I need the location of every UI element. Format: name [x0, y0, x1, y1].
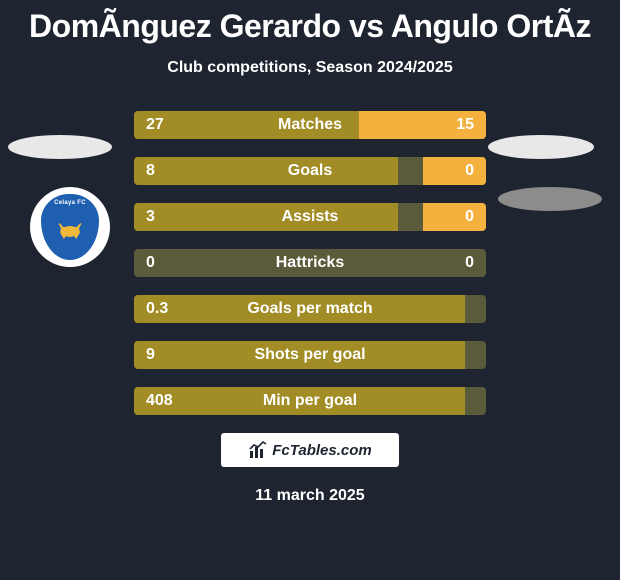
stat-row: 80Goals — [134, 157, 486, 185]
stat-label: Assists — [134, 203, 486, 231]
stat-label: Shots per goal — [134, 341, 486, 369]
brand-badge: FcTables.com — [221, 433, 399, 467]
comparison-subtitle: Club competitions, Season 2024/2025 — [0, 59, 620, 77]
bull-icon — [57, 222, 83, 240]
comparison-title: DomÃ­nguez Gerardo vs Angulo OrtÃ­z — [0, 0, 620, 45]
player2-placeholder-ellipse-1 — [488, 135, 594, 159]
stat-row: 9Shots per goal — [134, 341, 486, 369]
player1-placeholder-ellipse — [8, 135, 112, 159]
stat-row: 408Min per goal — [134, 387, 486, 415]
brand-text: FcTables.com — [272, 442, 371, 459]
stat-label: Hattricks — [134, 249, 486, 277]
stats-area: Celaya FC 2715Matches 80Goals 30Assists 00H… — [0, 111, 620, 415]
player2-placeholder-ellipse-2 — [498, 187, 602, 211]
stat-label: Matches — [134, 111, 486, 139]
stat-row: 2715Matches — [134, 111, 486, 139]
snapshot-date: 11 march 2025 — [0, 487, 620, 505]
stat-label: Goals per match — [134, 295, 486, 323]
stat-row: 00Hattricks — [134, 249, 486, 277]
stat-row: 0.3Goals per match — [134, 295, 486, 323]
stat-label: Min per goal — [134, 387, 486, 415]
club-name-label: Celaya FC — [54, 200, 86, 206]
stat-label: Goals — [134, 157, 486, 185]
club-shield: Celaya FC — [41, 194, 99, 260]
stat-row: 30Assists — [134, 203, 486, 231]
player1-club-badge: Celaya FC — [30, 187, 110, 267]
brand-chart-icon — [248, 440, 268, 460]
